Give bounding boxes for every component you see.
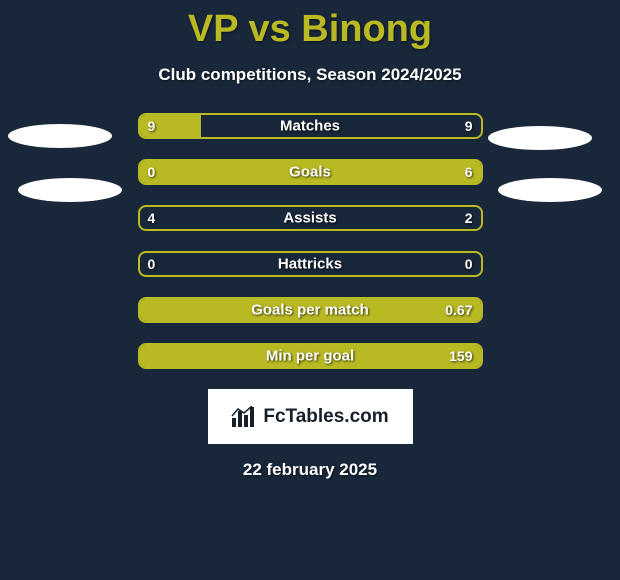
page-title: VP vs Binong bbox=[0, 0, 620, 51]
bar-chart-icon bbox=[231, 406, 257, 428]
bar-track bbox=[138, 297, 483, 323]
logo: FcTables.com bbox=[231, 406, 388, 428]
bar-fill-right bbox=[140, 345, 481, 367]
bar-track bbox=[138, 343, 483, 369]
stat-row: Min per goal159 bbox=[138, 343, 483, 369]
stat-row: Assists42 bbox=[138, 205, 483, 231]
stat-row: Goals per match0.67 bbox=[138, 297, 483, 323]
side-ellipse bbox=[18, 178, 122, 202]
logo-box: FcTables.com bbox=[208, 389, 413, 444]
subtitle: Club competitions, Season 2024/2025 bbox=[0, 65, 620, 85]
bar-fill-left bbox=[140, 161, 201, 183]
bar-fill-right bbox=[140, 299, 481, 321]
stat-row: Matches99 bbox=[138, 113, 483, 139]
side-ellipse bbox=[488, 126, 592, 150]
stat-row: Goals06 bbox=[138, 159, 483, 185]
side-ellipse bbox=[498, 178, 602, 202]
stat-row: Hattricks00 bbox=[138, 251, 483, 277]
bar-fill-right bbox=[201, 161, 481, 183]
bar-track bbox=[138, 113, 483, 139]
bar-track bbox=[138, 159, 483, 185]
stat-rows-container: Matches99 Goals06 Assists42 Hattricks00 Goal… bbox=[0, 113, 620, 369]
bar-track bbox=[138, 251, 483, 277]
side-ellipse bbox=[8, 124, 112, 148]
logo-text: FcTables.com bbox=[263, 406, 388, 428]
bar-track bbox=[138, 205, 483, 231]
bar-fill-left bbox=[140, 115, 201, 137]
date-label: 22 february 2025 bbox=[0, 460, 620, 480]
